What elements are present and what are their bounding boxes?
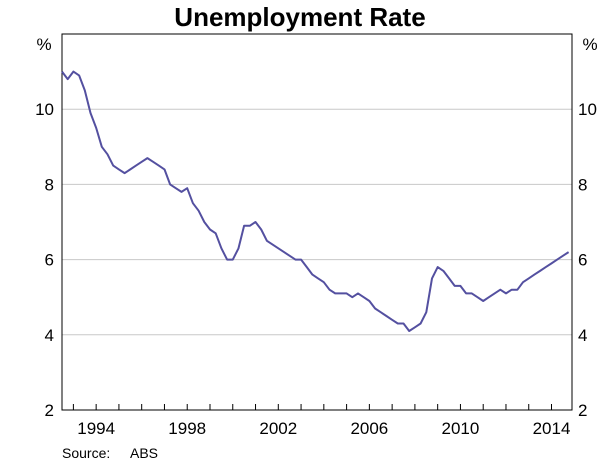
x-tick-label-2010: 2010 (442, 419, 480, 438)
right-unit-label: % (582, 35, 597, 54)
y-tick-left-6: 6 (45, 251, 54, 270)
source-label: Source: (62, 445, 110, 461)
y-tick-right-2: 2 (578, 401, 587, 420)
y-tick-left-10: 10 (35, 100, 54, 119)
x-tick-labels: 1994 1998 2002 2006 2010 2014 (77, 419, 570, 438)
gridlines (62, 108, 572, 336)
y-tick-right-4: 4 (578, 326, 587, 345)
y-tick-right-6: 6 (578, 251, 587, 270)
y-tick-left-8: 8 (45, 175, 54, 194)
y-tick-labels: 2 2 4 4 6 6 8 8 10 10 (35, 100, 597, 420)
x-tick-label-1994: 1994 (77, 419, 115, 438)
chart-title: Unemployment Rate (174, 2, 425, 32)
plot-frame (61, 33, 573, 411)
x-tick-marks (72, 404, 553, 410)
x-tick-label-2002: 2002 (259, 419, 297, 438)
unemployment-rate-line (61, 70, 570, 332)
source-value: ABS (130, 445, 158, 461)
x-tick-label-1998: 1998 (168, 419, 206, 438)
x-tick-label-2006: 2006 (350, 419, 388, 438)
y-tick-right-8: 8 (578, 175, 587, 194)
y-tick-left-2: 2 (45, 401, 54, 420)
x-tick-label-2014: 2014 (533, 419, 571, 438)
y-tick-right-10: 10 (578, 100, 597, 119)
y-tick-left-4: 4 (45, 326, 54, 345)
left-unit-label: % (36, 35, 51, 54)
